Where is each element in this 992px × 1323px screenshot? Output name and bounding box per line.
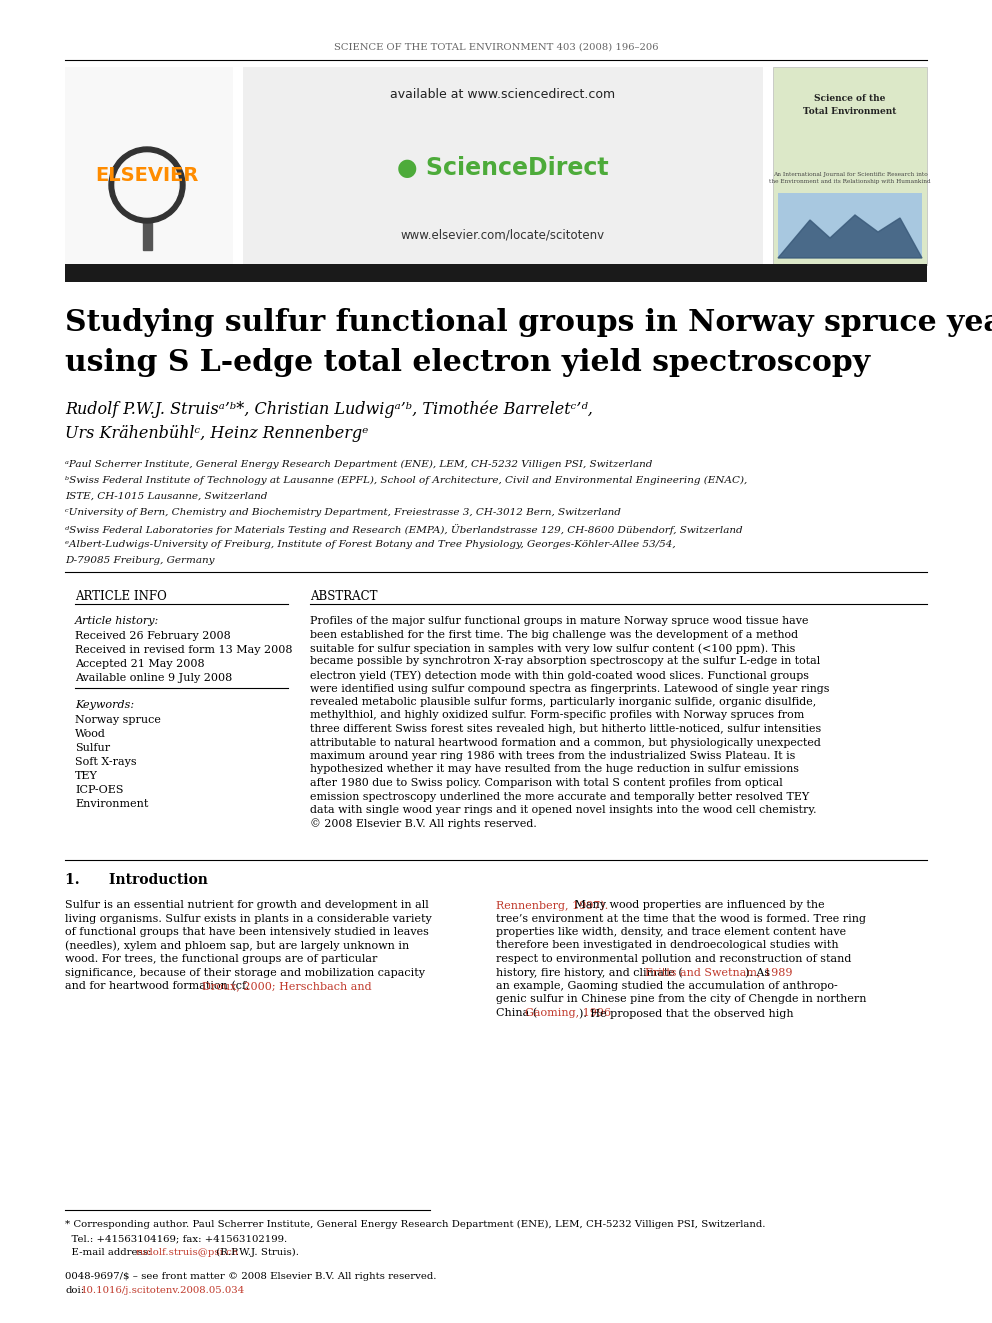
Text: ). As: ). As xyxy=(745,967,770,978)
Bar xyxy=(243,67,763,265)
Text: 0048-9697/$ – see front matter © 2008 Elsevier B.V. All rights reserved.: 0048-9697/$ – see front matter © 2008 El… xyxy=(65,1271,436,1281)
Text: wood. For trees, the functional groups are of particular: wood. For trees, the functional groups a… xyxy=(65,954,377,964)
Text: ABSTRACT: ABSTRACT xyxy=(310,590,378,603)
Text: Fritts and Swetnam, 1989: Fritts and Swetnam, 1989 xyxy=(646,967,793,978)
Text: Available online 9 July 2008: Available online 9 July 2008 xyxy=(75,673,232,683)
Text: ᶜUniversity of Bern, Chemistry and Biochemistry Department, Freiestrasse 3, CH-3: ᶜUniversity of Bern, Chemistry and Bioch… xyxy=(65,508,621,517)
Circle shape xyxy=(109,147,185,224)
Text: data with single wood year rings and it opened novel insights into the wood cell: data with single wood year rings and it … xyxy=(310,804,816,815)
Text: ᵈSwiss Federal Laboratories for Materials Testing and Research (EMPA), Überlands: ᵈSwiss Federal Laboratories for Material… xyxy=(65,524,743,534)
Text: ● ScienceDirect: ● ScienceDirect xyxy=(397,156,609,180)
Text: Many wood properties are influenced by the: Many wood properties are influenced by t… xyxy=(570,900,824,910)
Text: an example, Gaoming studied the accumulation of anthropo-: an example, Gaoming studied the accumula… xyxy=(496,980,838,991)
Text: living organisms. Sulfur exists in plants in a considerable variety: living organisms. Sulfur exists in plant… xyxy=(65,913,432,923)
Text: ᵇSwiss Federal Institute of Technology at Lausanne (EPFL), School of Architectur: ᵇSwiss Federal Institute of Technology a… xyxy=(65,476,747,486)
Text: Accepted 21 May 2008: Accepted 21 May 2008 xyxy=(75,659,204,669)
Text: became possible by synchrotron X-ray absorption spectroscopy at the sulfur L-edg: became possible by synchrotron X-ray abs… xyxy=(310,656,820,667)
Text: after 1980 due to Swiss policy. Comparison with total S content profiles from op: after 1980 due to Swiss policy. Comparis… xyxy=(310,778,783,789)
Text: Sulfur: Sulfur xyxy=(75,744,110,753)
Text: suitable for sulfur speciation in samples with very low sulfur content (<100 ppm: suitable for sulfur speciation in sample… xyxy=(310,643,796,654)
Text: ELSEVIER: ELSEVIER xyxy=(95,165,198,185)
Bar xyxy=(65,265,927,282)
Text: Urs Krähenbühlᶜ, Heinz Rennenbergᵉ: Urs Krähenbühlᶜ, Heinz Rennenbergᵉ xyxy=(65,425,368,442)
Text: emission spectroscopy underlined the more accurate and temporally better resolve: emission spectroscopy underlined the mor… xyxy=(310,791,809,802)
Text: An International Journal for Scientific Research into
the Environment and its Re: An International Journal for Scientific … xyxy=(769,172,930,184)
Text: Rennenberg, 1997).: Rennenberg, 1997). xyxy=(496,900,608,910)
Text: Keywords:: Keywords: xyxy=(75,700,134,710)
Text: been established for the first time. The big challenge was the development of a : been established for the first time. The… xyxy=(310,630,799,639)
Text: Profiles of the major sulfur functional groups in mature Norway spruce wood tiss: Profiles of the major sulfur functional … xyxy=(310,617,808,626)
Text: three different Swiss forest sites revealed high, but hitherto little-noticed, s: three different Swiss forest sites revea… xyxy=(310,724,821,734)
Text: (needles), xylem and phloem sap, but are largely unknown in: (needles), xylem and phloem sap, but are… xyxy=(65,941,410,951)
Text: hypothesized whether it may have resulted from the huge reduction in sulfur emis: hypothesized whether it may have resulte… xyxy=(310,765,799,774)
Text: attributable to natural heartwood formation and a common, but physiologically un: attributable to natural heartwood format… xyxy=(310,737,820,747)
Text: properties like width, density, and trace element content have: properties like width, density, and trac… xyxy=(496,927,846,937)
Text: Article history:: Article history: xyxy=(75,617,160,626)
Text: Wood: Wood xyxy=(75,729,106,740)
Text: Gaoming, 1996: Gaoming, 1996 xyxy=(525,1008,611,1017)
Text: 1.      Introduction: 1. Introduction xyxy=(65,873,208,886)
Text: (R.P.W.J. Struis).: (R.P.W.J. Struis). xyxy=(213,1248,300,1257)
Text: electron yield (TEY) detection mode with thin gold-coated wood slices. Functiona: electron yield (TEY) detection mode with… xyxy=(310,669,809,680)
Text: Environment: Environment xyxy=(75,799,149,808)
Circle shape xyxy=(115,153,179,217)
Text: E-mail address:: E-mail address: xyxy=(65,1248,155,1257)
Text: China (: China ( xyxy=(496,1008,537,1019)
Text: Received 26 February 2008: Received 26 February 2008 xyxy=(75,631,231,642)
Text: therefore been investigated in dendroecological studies with: therefore been investigated in dendroeco… xyxy=(496,941,838,950)
Text: Droux, 2000; Herschbach and: Droux, 2000; Herschbach and xyxy=(202,980,372,991)
Text: © 2008 Elsevier B.V. All rights reserved.: © 2008 Elsevier B.V. All rights reserved… xyxy=(310,819,537,830)
Text: Sulfur is an essential nutrient for growth and development in all: Sulfur is an essential nutrient for grow… xyxy=(65,900,429,910)
Text: respect to environmental pollution and reconstruction of stand: respect to environmental pollution and r… xyxy=(496,954,851,964)
Text: and for heartwood formation (cf.: and for heartwood formation (cf. xyxy=(65,980,253,991)
Text: rudolf.struis@psi.ch: rudolf.struis@psi.ch xyxy=(135,1248,238,1257)
Text: ISTE, CH-1015 Lausanne, Switzerland: ISTE, CH-1015 Lausanne, Switzerland xyxy=(65,492,268,501)
Text: ᵃPaul Scherrer Institute, General Energy Research Department (ENE), LEM, CH-5232: ᵃPaul Scherrer Institute, General Energy… xyxy=(65,460,653,470)
Text: Science of the
Total Environment: Science of the Total Environment xyxy=(804,94,897,115)
Text: 10.1016/j.scitotenv.2008.05.034: 10.1016/j.scitotenv.2008.05.034 xyxy=(80,1286,245,1295)
Text: were identified using sulfur compound spectra as fingerprints. Latewood of singl: were identified using sulfur compound sp… xyxy=(310,684,829,693)
Text: * Corresponding author. Paul Scherrer Institute, General Energy Research Departm: * Corresponding author. Paul Scherrer In… xyxy=(65,1220,766,1229)
Bar xyxy=(773,67,927,265)
Text: revealed metabolic plausible sulfur forms, particularly inorganic sulfide, organ: revealed metabolic plausible sulfur form… xyxy=(310,697,816,706)
Bar xyxy=(65,67,233,265)
Text: using S L-edge total electron yield spectroscopy: using S L-edge total electron yield spec… xyxy=(65,348,870,377)
Text: ICP-OES: ICP-OES xyxy=(75,785,123,795)
Text: SCIENCE OF THE TOTAL ENVIRONMENT 403 (2008) 196–206: SCIENCE OF THE TOTAL ENVIRONMENT 403 (20… xyxy=(333,42,659,52)
Text: genic sulfur in Chinese pine from the city of Chengde in northern: genic sulfur in Chinese pine from the ci… xyxy=(496,995,866,1004)
Text: www.elsevier.com/locate/scitotenv: www.elsevier.com/locate/scitotenv xyxy=(401,229,605,242)
Text: Tel.: +41563104169; fax: +41563102199.: Tel.: +41563104169; fax: +41563102199. xyxy=(65,1234,288,1244)
Text: of functional groups that have been intensively studied in leaves: of functional groups that have been inte… xyxy=(65,927,429,937)
Text: Soft X-rays: Soft X-rays xyxy=(75,757,137,767)
Text: ). He proposed that the observed high: ). He proposed that the observed high xyxy=(579,1008,794,1019)
Text: history, fire history, and climate (: history, fire history, and climate ( xyxy=(496,967,682,978)
Text: ARTICLE INFO: ARTICLE INFO xyxy=(75,590,167,603)
Text: tree’s environment at the time that the wood is formed. Tree ring: tree’s environment at the time that the … xyxy=(496,913,866,923)
Text: significance, because of their storage and mobilization capacity: significance, because of their storage a… xyxy=(65,967,425,978)
Text: maximum around year ring 1986 with trees from the industrialized Swiss Plateau. : maximum around year ring 1986 with trees… xyxy=(310,751,796,761)
Polygon shape xyxy=(143,210,152,250)
Text: Received in revised form 13 May 2008: Received in revised form 13 May 2008 xyxy=(75,646,293,655)
Polygon shape xyxy=(778,216,922,258)
Bar xyxy=(778,193,922,258)
Text: available at www.sciencedirect.com: available at www.sciencedirect.com xyxy=(391,89,616,102)
Text: D-79085 Freiburg, Germany: D-79085 Freiburg, Germany xyxy=(65,556,214,565)
Text: Norway spruce: Norway spruce xyxy=(75,714,161,725)
Text: Studying sulfur functional groups in Norway spruce year rings: Studying sulfur functional groups in Nor… xyxy=(65,308,992,337)
Text: methylthiol, and highly oxidized sulfur. Form-specific profiles with Norway spru: methylthiol, and highly oxidized sulfur.… xyxy=(310,710,805,721)
Text: Rudolf P.W.J. Struisᵃ’ᵇ*, Christian Ludwigᵃ’ᵇ, Timothée Barreletᶜ’ᵈ,: Rudolf P.W.J. Struisᵃ’ᵇ*, Christian Ludw… xyxy=(65,400,593,418)
Text: TEY: TEY xyxy=(75,771,98,781)
Text: doi:: doi: xyxy=(65,1286,84,1295)
Text: ᵉAlbert-Ludwigs-University of Freiburg, Institute of Forest Botany and Tree Phys: ᵉAlbert-Ludwigs-University of Freiburg, … xyxy=(65,540,676,549)
